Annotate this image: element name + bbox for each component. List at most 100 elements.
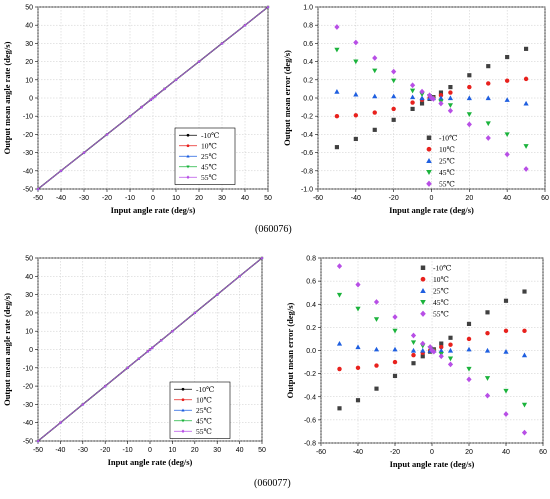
legend-label: -10℃ <box>439 134 457 143</box>
y-tick-label: -50 <box>23 439 33 446</box>
legend: -10℃10℃25℃45℃55℃ <box>426 134 457 189</box>
y-tick-label: 0.8 <box>306 256 316 263</box>
data-point <box>355 344 361 350</box>
data-point <box>523 144 529 149</box>
data-point <box>523 76 529 82</box>
data-point <box>466 336 472 342</box>
legend-label: 45℃ <box>439 168 455 177</box>
data-point <box>392 328 398 334</box>
legend-marker <box>181 387 185 391</box>
y-tick-label: -0.8 <box>304 441 316 448</box>
data-point <box>355 365 361 371</box>
data-point <box>353 113 359 118</box>
data-point <box>105 132 109 136</box>
x-tick-label: -20 <box>390 449 400 456</box>
data-point <box>409 88 416 94</box>
data-point <box>374 386 379 391</box>
x-tick-label: -40 <box>56 195 66 202</box>
x-tick-label: -20 <box>100 447 110 454</box>
data-point <box>420 347 426 353</box>
y-tick-label: 20 <box>25 310 33 317</box>
y-tick-label: 0 <box>29 96 33 103</box>
y-tick-label: 10 <box>25 77 33 84</box>
data-point <box>410 106 415 111</box>
data-point <box>521 429 528 436</box>
x-tick-label: 0 <box>148 447 152 454</box>
x-tick-label: -10 <box>123 447 133 454</box>
y-tick-label: -30 <box>23 402 33 409</box>
data-point <box>484 376 491 381</box>
data-point <box>523 100 529 106</box>
data-point <box>336 340 343 346</box>
y-tick-label: -0.8 <box>301 168 313 175</box>
data-point <box>410 100 415 105</box>
x-tick-label: -40 <box>55 447 65 454</box>
legend-marker <box>426 135 432 140</box>
data-point <box>59 421 62 425</box>
data-point <box>355 398 361 403</box>
data-point <box>215 293 219 297</box>
legend-marker <box>186 133 190 137</box>
data-point <box>503 349 509 354</box>
data-point <box>149 98 153 102</box>
legend-label: 10℃ <box>201 142 217 151</box>
data-point <box>448 335 453 340</box>
y-tick-label: 0.6 <box>303 41 313 48</box>
x-tick-label: -40 <box>353 449 363 456</box>
legend-label: 25℃ <box>201 152 217 161</box>
x-tick-label: 50 <box>264 195 272 202</box>
data-point <box>419 95 425 101</box>
data-point <box>485 121 491 127</box>
caption-060076: (060076) <box>255 224 292 235</box>
data-point <box>411 361 416 366</box>
data-point <box>420 340 426 347</box>
data-point <box>148 347 152 352</box>
x-tick-label: 30 <box>213 447 221 454</box>
data-point <box>128 114 132 118</box>
y-axis-label: Output mean error (deg/s) <box>282 50 292 146</box>
data-point <box>438 90 444 95</box>
x-axis-label: Input angle rate (deg/s) <box>390 459 475 469</box>
data-point <box>336 292 343 298</box>
y-axis-label: Output mean angle rate (deg/s) <box>2 41 12 154</box>
data-point <box>504 132 510 137</box>
legend-marker <box>420 287 426 293</box>
legend: -10℃10℃25℃45℃55℃ <box>174 127 236 185</box>
data-point <box>438 95 444 101</box>
x-tick-label: 40 <box>241 195 249 202</box>
data-point <box>103 384 107 388</box>
data-point <box>503 388 509 394</box>
data-point <box>334 89 340 94</box>
legend-marker <box>181 419 185 423</box>
legend-label: 10℃ <box>433 275 449 284</box>
legend-marker <box>420 310 426 317</box>
data-point <box>36 439 40 443</box>
data-point <box>153 94 157 98</box>
data-point <box>448 90 453 95</box>
data-point <box>521 402 528 408</box>
data-point <box>419 92 425 97</box>
data-point <box>163 87 166 91</box>
data-point <box>410 332 417 339</box>
data-point <box>410 340 417 346</box>
legend-label: 55℃ <box>201 173 217 182</box>
legend-label: 45℃ <box>201 163 217 172</box>
data-point <box>82 151 86 155</box>
legend-marker <box>186 175 190 180</box>
data-point <box>374 363 379 368</box>
data-point <box>126 366 129 370</box>
x-tick-label: 0 <box>151 195 155 202</box>
data-point <box>521 352 528 358</box>
x-axis-label: Input angle rate (deg/s) <box>108 457 193 467</box>
data-point <box>447 103 454 108</box>
legend-label: 10℃ <box>196 396 212 405</box>
caption-060077: (060077) <box>254 478 291 489</box>
legend-marker <box>181 429 185 434</box>
data-point <box>266 5 270 9</box>
data-point <box>524 46 529 51</box>
data-point <box>137 357 141 361</box>
data-point <box>439 341 444 346</box>
data-point <box>334 47 340 53</box>
data-point <box>419 101 425 106</box>
data-point <box>486 64 491 69</box>
